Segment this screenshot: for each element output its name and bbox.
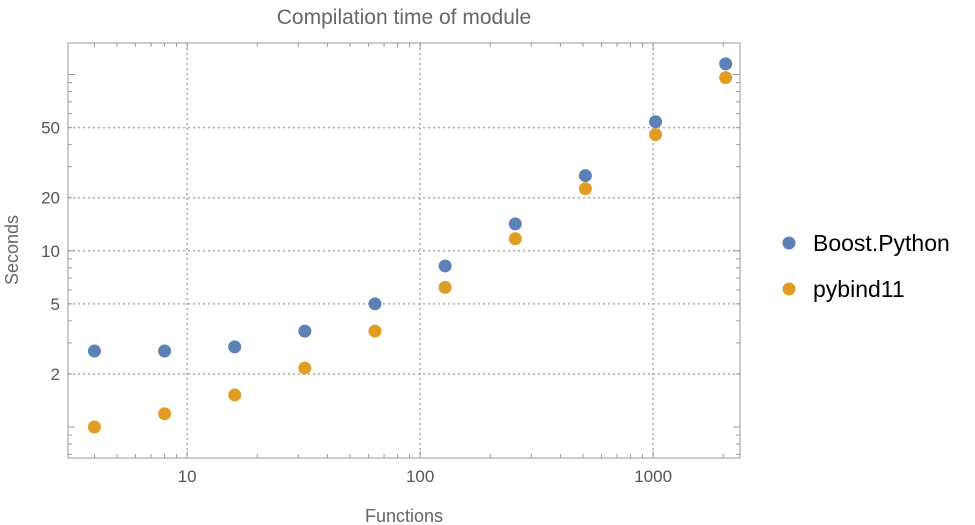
x-tick-label: 1000 [634,467,672,486]
data-point-pybind11 [298,361,312,375]
axis-ticks: 10 100 1000 2 5 10 20 50 [41,43,740,486]
data-point-boost-python [719,57,733,71]
x-tick-label: 10 [178,467,197,486]
legend: Boost.Python pybind11 [782,230,950,302]
y-tick-label: 5 [51,295,60,314]
y-tick-label: 20 [41,189,60,208]
data-point-boost-python [368,297,382,311]
data-point-pybind11 [228,388,242,402]
data-point-pybind11 [87,420,101,434]
data-point-boost-python [87,344,101,358]
y-tick-label: 50 [41,119,60,138]
chart-title: Compilation time of module [277,6,531,29]
y-tick-label: 2 [51,365,60,384]
grid [68,43,740,458]
data-point-pybind11 [719,71,733,85]
legend-marker [782,282,796,296]
data-point-boost-python [578,169,592,183]
data-points [87,57,733,434]
legend-label: pybind11 [813,276,905,302]
y-axis-label: Seconds [2,215,22,285]
data-point-boost-python [228,340,242,354]
legend-label: Boost.Python [813,230,950,256]
data-point-pybind11 [649,128,663,142]
data-point-pybind11 [158,407,172,421]
data-point-pybind11 [368,324,382,338]
legend-marker [782,236,796,250]
data-point-boost-python [298,324,312,338]
data-point-boost-python [158,344,172,358]
x-tick-label: 100 [406,467,434,486]
data-point-pybind11 [438,280,452,294]
data-point-pybind11 [578,182,592,196]
y-tick-label: 10 [41,242,60,261]
data-point-boost-python [649,115,663,129]
data-point-pybind11 [508,232,522,246]
x-axis-label: Functions [365,506,443,525]
data-point-boost-python [508,217,522,231]
data-point-boost-python [438,259,452,273]
